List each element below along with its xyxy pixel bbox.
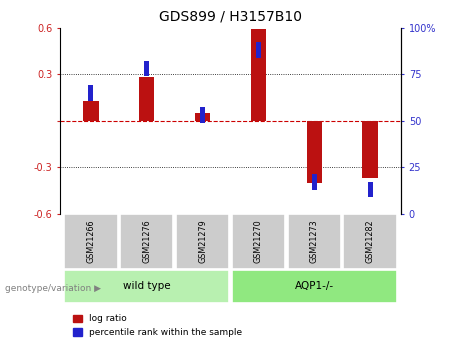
Text: GSM21266: GSM21266 <box>86 220 95 263</box>
Bar <box>64 215 118 268</box>
Text: wild type: wild type <box>123 282 171 291</box>
Text: GSM21276: GSM21276 <box>142 220 151 263</box>
Title: GDS899 / H3157B10: GDS899 / H3157B10 <box>159 10 302 24</box>
Bar <box>64 270 230 303</box>
Text: AQP1-/-: AQP1-/- <box>295 282 334 291</box>
Bar <box>88 85 94 101</box>
Bar <box>307 121 322 183</box>
Bar <box>288 215 341 268</box>
Bar <box>362 121 378 178</box>
Bar <box>343 215 397 268</box>
Bar <box>144 61 149 76</box>
Bar <box>176 215 230 268</box>
Bar <box>231 215 285 268</box>
Bar <box>200 107 205 123</box>
Bar <box>312 175 317 190</box>
Bar <box>251 29 266 121</box>
Bar <box>256 42 261 58</box>
Legend: log ratio, percentile rank within the sample: log ratio, percentile rank within the sa… <box>69 311 246 341</box>
Bar <box>231 270 397 303</box>
Text: GSM21270: GSM21270 <box>254 220 263 263</box>
Bar <box>367 182 373 197</box>
Text: GSM21282: GSM21282 <box>366 220 375 263</box>
Bar <box>83 101 99 121</box>
Text: GSM21279: GSM21279 <box>198 220 207 263</box>
Bar <box>195 113 210 121</box>
Text: genotype/variation ▶: genotype/variation ▶ <box>5 284 100 293</box>
Bar <box>139 77 154 121</box>
Text: GSM21273: GSM21273 <box>310 220 319 263</box>
Bar <box>120 215 173 268</box>
